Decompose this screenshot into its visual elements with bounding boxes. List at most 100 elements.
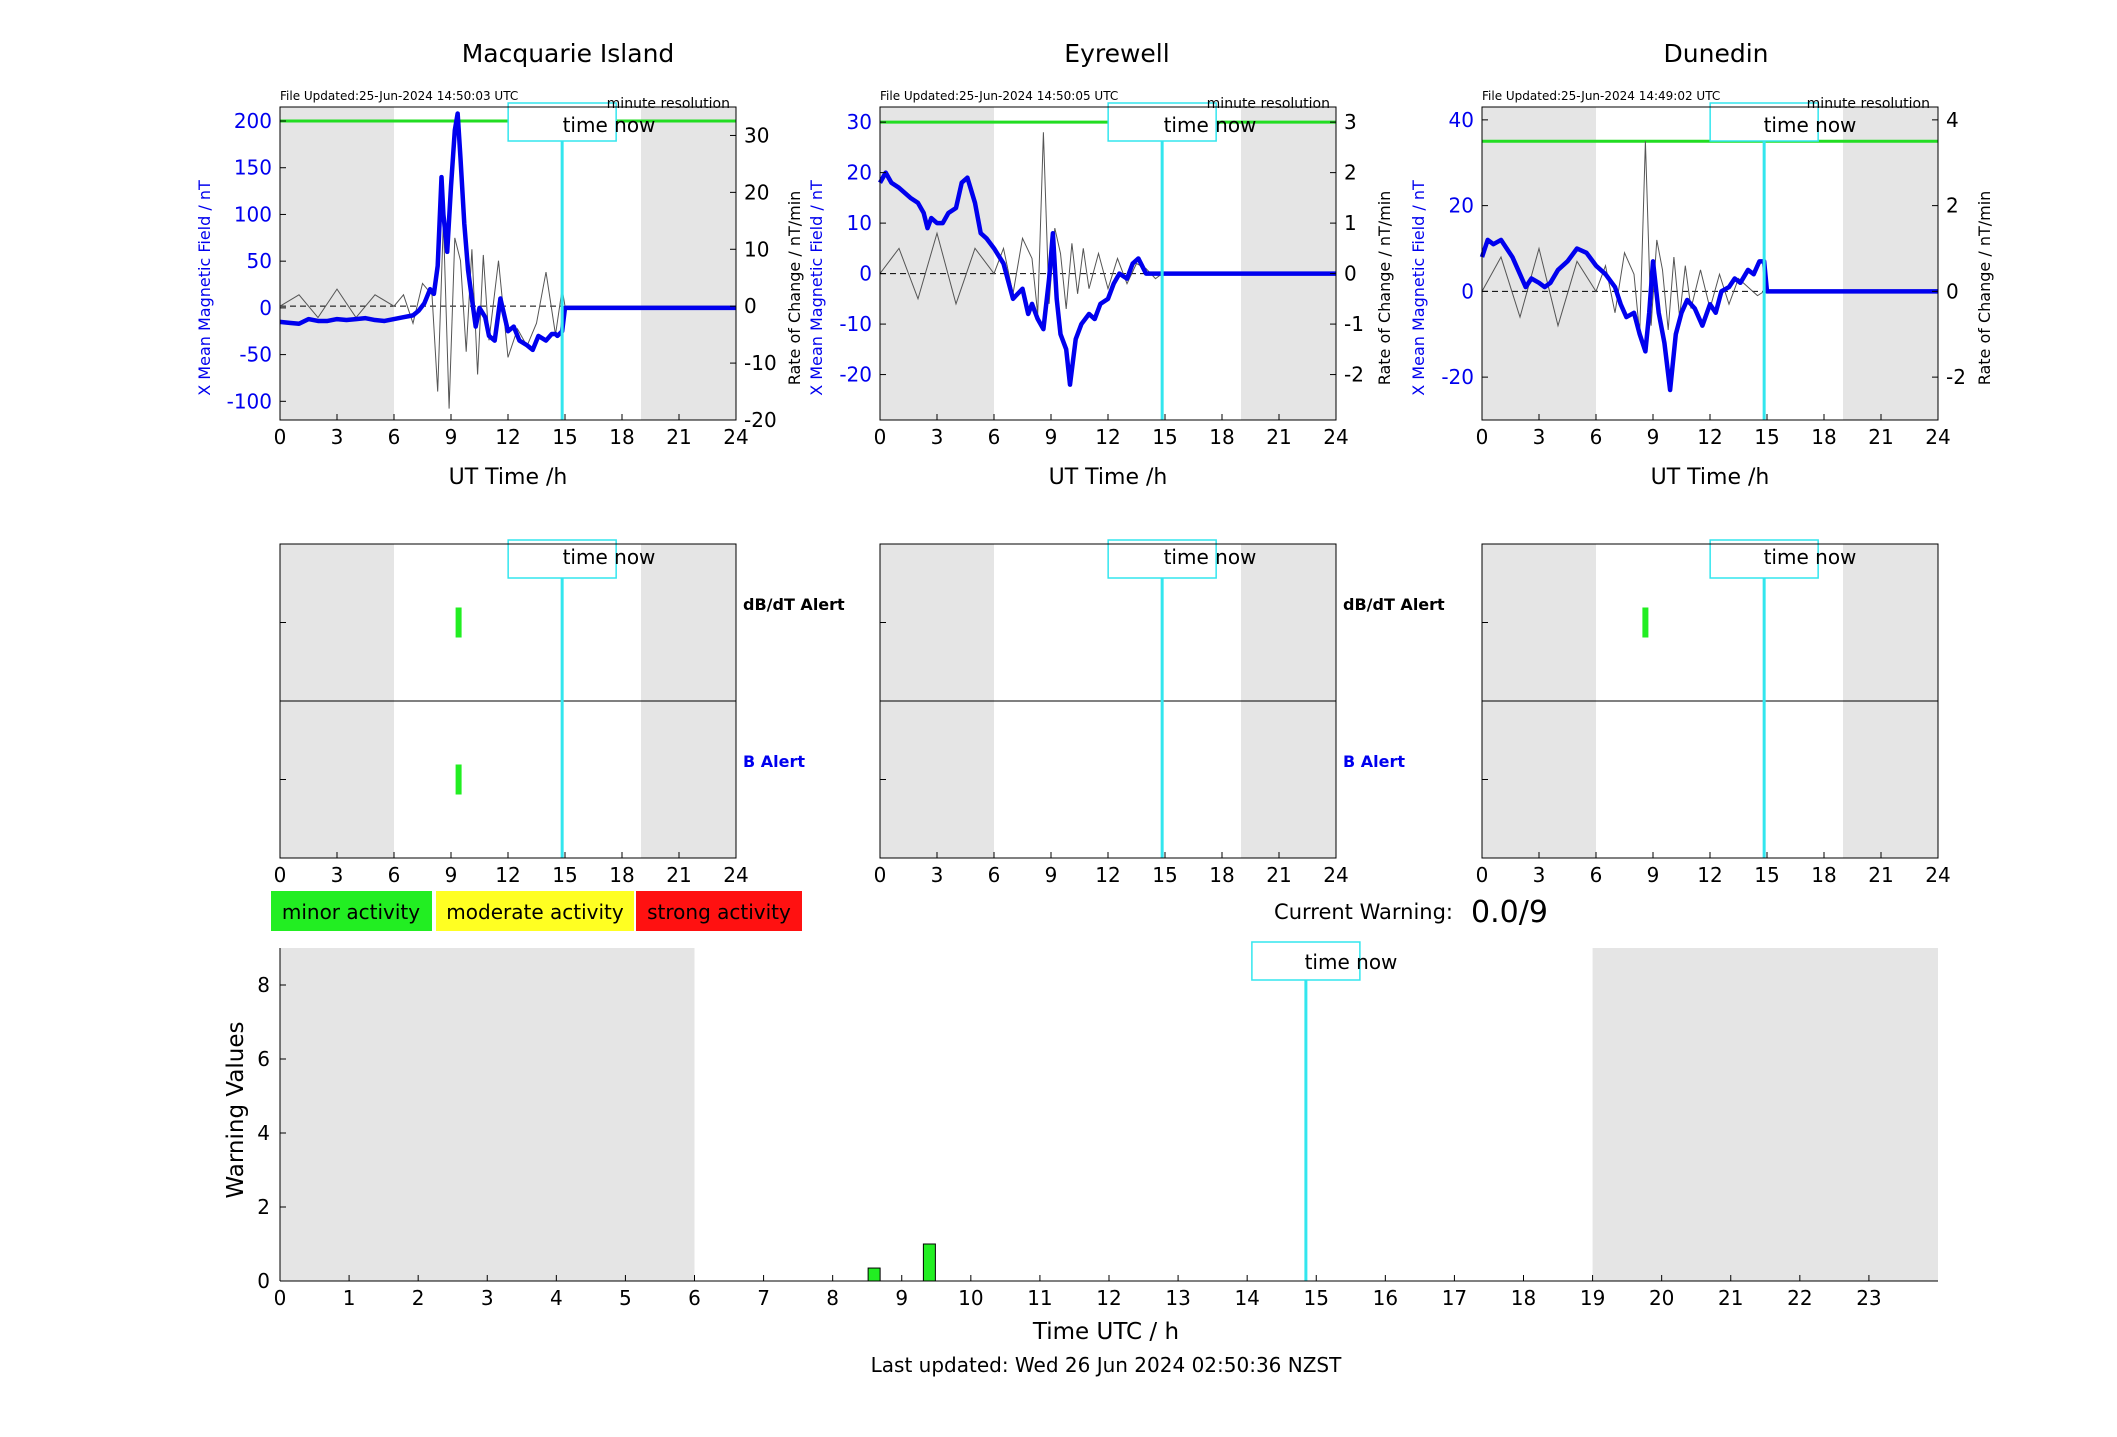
x-axis-label: UT Time /h	[1049, 465, 1168, 490]
time-now-box	[507, 102, 617, 142]
current-warning-value: 0.0/9	[1471, 895, 1548, 930]
x-tick-label: 21	[1868, 425, 1893, 449]
y-tick-label-right: -2	[1344, 363, 1364, 387]
y-tick-label-left: 0	[859, 262, 872, 286]
y-tick-label-right: 30	[744, 123, 769, 147]
time-now-box	[1107, 539, 1217, 579]
warning-bar	[867, 1267, 881, 1282]
legend-swatch-strong	[636, 891, 802, 931]
x-tick-label: 6	[388, 425, 401, 449]
x-tick-label: 18	[609, 425, 634, 449]
warning-x-axis-label: Time UTC / h	[1032, 1319, 1179, 1345]
night-shading	[880, 107, 994, 420]
activity-legend: minor activity moderate activity strong …	[271, 891, 802, 931]
x-tick-label: 18	[1209, 863, 1234, 887]
y-tick-label-right: 2	[1946, 194, 1959, 218]
y-axis-label-left: X Mean Magnetic Field / nT	[807, 180, 826, 396]
y-tick-label-left: 0	[1461, 279, 1474, 303]
rate-of-change-series	[879, 132, 1336, 315]
y-tick-label-right: 2	[1344, 161, 1357, 185]
x-tick-label: 15	[1754, 863, 1779, 887]
x-tick-label: 21	[1266, 425, 1291, 449]
x-tick-label: 15	[1152, 425, 1177, 449]
y-tick-label-right: -10	[744, 351, 777, 375]
y-axis-label-right: Rate of Change / nT/min	[1975, 191, 1994, 386]
y-tick-label: 6	[257, 1047, 270, 1071]
x-tick-label: 19	[1580, 1286, 1605, 1310]
x-tick-label: 10	[958, 1286, 983, 1310]
x-tick-label: 3	[1533, 863, 1546, 887]
x-tick-label: 3	[1533, 425, 1546, 449]
x-tick-label: 23	[1856, 1286, 1881, 1310]
x-tick-label: 15	[552, 425, 577, 449]
x-tick-label: 9	[445, 425, 458, 449]
y-tick-label: 2	[257, 1195, 270, 1219]
rate-of-change-series	[1481, 141, 1938, 335]
x-tick-label: 15	[552, 863, 577, 887]
x-tick-label: 6	[688, 1286, 701, 1310]
time-now-box	[1251, 941, 1361, 981]
x-tick-label: 12	[1095, 863, 1120, 887]
x-tick-label: 24	[1323, 425, 1348, 449]
time-now-box	[1709, 102, 1819, 142]
x-tick-label: 0	[1476, 863, 1489, 887]
station-title: Macquarie Island	[462, 39, 675, 68]
warning-y-axis-label: Warning Values	[223, 1021, 249, 1198]
y-axis-label-left: X Mean Magnetic Field / nT	[195, 180, 214, 396]
y-tick-label-right: 1	[1344, 211, 1357, 235]
warning-values-panel: 0 1 2 3 4 5 6 7 8 9 10 11 12 13 14 15 16 17 18 19 20 21 22 2302…	[223, 941, 1938, 1345]
x-tick-label: 4	[550, 1286, 563, 1310]
y-tick-label-left: 30	[847, 110, 872, 134]
y-tick-label-left: -100	[227, 389, 272, 413]
file-updated-label: File Updated:25-Jun-2024 14:49:02 UTC	[1482, 89, 1720, 103]
night-shading	[280, 107, 394, 420]
y-tick-label-right: -2	[1946, 365, 1966, 389]
x-tick-label: 9	[895, 1286, 908, 1310]
y-tick-label-left: 100	[234, 202, 272, 226]
y-tick-label-left: 150	[234, 156, 272, 180]
x-tick-label: 24	[723, 425, 748, 449]
y-tick-label-right: 20	[744, 180, 769, 204]
y-tick-label-left: 200	[234, 109, 272, 133]
y-tick-label-left: 0	[259, 296, 272, 320]
x-tick-label: 3	[481, 1286, 494, 1310]
x-tick-label: 0	[274, 1286, 287, 1310]
x-tick-label: 12	[1096, 1286, 1121, 1310]
y-tick-label-right: -20	[744, 408, 777, 432]
x-tick-label: 8	[826, 1286, 839, 1310]
x-tick-label: 3	[931, 863, 944, 887]
x-tick-label: 20	[1649, 1286, 1674, 1310]
y-tick-label-left: 40	[1449, 108, 1474, 132]
x-tick-label: 1	[343, 1286, 356, 1310]
x-tick-label: 6	[988, 863, 1001, 887]
x-tick-label: 21	[666, 863, 691, 887]
rate-of-change-series	[279, 220, 736, 409]
x-tick-label: 21	[1718, 1286, 1743, 1310]
legend-swatch-moderate	[436, 891, 634, 931]
x-tick-label: 16	[1373, 1286, 1398, 1310]
x-tick-label: 9	[1045, 863, 1058, 887]
dbdt-alert-marker	[1642, 607, 1649, 638]
y-tick-label-right: -1	[1344, 312, 1364, 336]
file-updated-label: File Updated:25-Jun-2024 14:50:05 UTC	[880, 89, 1118, 103]
x-tick-label: 13	[1165, 1286, 1190, 1310]
x-tick-label: 24	[1323, 863, 1348, 887]
night-shading	[641, 107, 736, 420]
station-title: Eyrewell	[1064, 39, 1169, 68]
dbdt-alert-marker	[455, 607, 462, 638]
x-tick-label: 7	[757, 1286, 770, 1310]
legend-label-strong: strong activity	[647, 900, 791, 924]
last-updated-label: Last updated: Wed 26 Jun 2024 02:50:36 N…	[871, 1353, 1342, 1377]
x-tick-label: 9	[445, 863, 458, 887]
y-tick-label-right: 0	[744, 294, 757, 318]
night-shading	[1482, 107, 1596, 420]
b-alert-label: B Alert	[743, 752, 805, 771]
legend-label-minor: minor activity	[282, 900, 420, 924]
x-tick-label: 14	[1234, 1286, 1259, 1310]
station-plot-area: 0 3 6 9 12 15 18 21 24-100-50050100150200-20-100…	[227, 102, 777, 449]
legend-swatch-minor	[271, 891, 432, 931]
x-tick-label: 0	[874, 425, 887, 449]
